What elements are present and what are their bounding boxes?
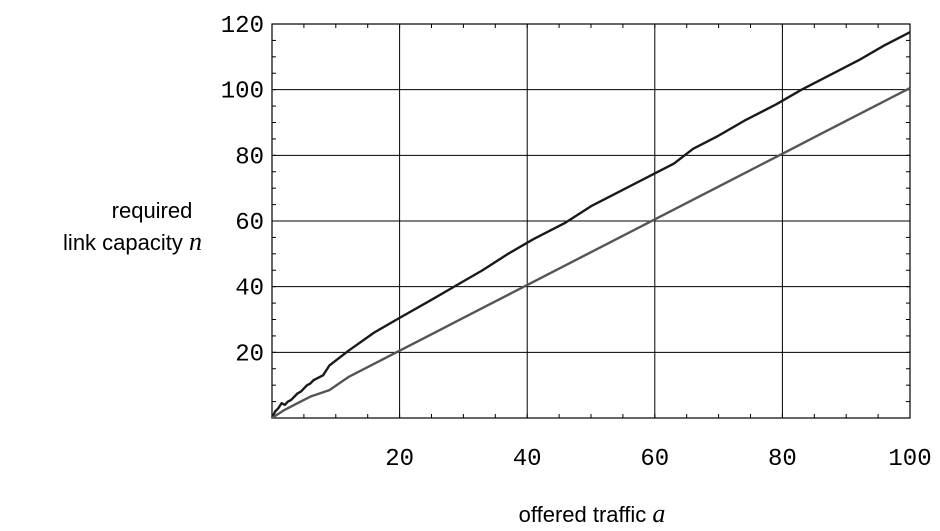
y-tick-label-100: 100 — [221, 79, 264, 106]
x-axis-label: offered traffic a — [519, 499, 666, 528]
series-group — [270, 31, 911, 420]
x-tick-label-20: 20 — [385, 446, 414, 473]
plot-frame — [271, 23, 911, 419]
y-tick-label-20: 20 — [235, 341, 264, 368]
y-axis-label-line2: link capacity n — [63, 227, 202, 256]
y-tick-label-40: 40 — [235, 276, 264, 303]
y-tick-label-80: 80 — [235, 144, 264, 171]
x-tick-label-80: 80 — [768, 446, 797, 473]
x-tick-label-40: 40 — [513, 446, 542, 473]
x-tick-label-100: 100 — [888, 446, 931, 473]
y-tick-label-60: 60 — [235, 210, 264, 237]
x-tick-labels: 20 40 60 80 100 — [385, 446, 931, 473]
y-axis-label-line1: required — [112, 198, 193, 223]
series-line-1 — [270, 31, 911, 419]
series-line-2 — [271, 86, 911, 420]
y-tick-label-120: 120 — [221, 13, 264, 40]
y-tick-labels: 20 40 60 80 100 120 — [221, 13, 264, 368]
x-tick-label-60: 60 — [640, 446, 669, 473]
